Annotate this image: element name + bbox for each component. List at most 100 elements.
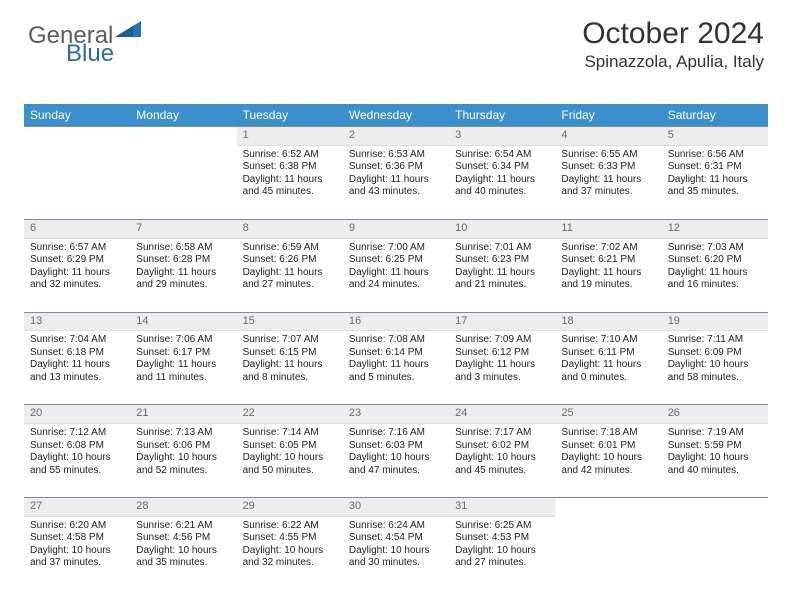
day-detail-cell: Sunrise: 7:13 AMSunset: 6:06 PMDaylight:… — [130, 424, 236, 498]
sunset-line: Sunset: 6:21 PM — [561, 254, 655, 267]
day-detail-cell: Sunrise: 6:54 AMSunset: 6:34 PMDaylight:… — [449, 145, 555, 219]
day-detail-cell: Sunrise: 6:59 AMSunset: 6:26 PMDaylight:… — [237, 238, 343, 312]
sunset-line: Sunset: 6:31 PM — [668, 161, 762, 174]
day-detail-cell: Sunrise: 7:19 AMSunset: 5:59 PMDaylight:… — [662, 424, 768, 498]
sunrise-line: Sunrise: 7:01 AM — [455, 242, 549, 255]
day-number-row: 13141516171819 — [24, 312, 768, 331]
day-detail-cell: Sunrise: 6:52 AMSunset: 6:38 PMDaylight:… — [237, 145, 343, 219]
sunset-line: Sunset: 4:56 PM — [136, 532, 230, 545]
daylight-line: Daylight: 11 hours — [349, 267, 443, 280]
day-number-cell: 10 — [449, 219, 555, 238]
daylight-line: Daylight: 11 hours — [243, 267, 337, 280]
sunset-line: Sunset: 6:06 PM — [136, 440, 230, 453]
day-number-cell: 13 — [24, 312, 130, 331]
day-detail-cell: Sunrise: 6:57 AMSunset: 6:29 PMDaylight:… — [24, 238, 130, 312]
day-number-row: 6789101112 — [24, 219, 768, 238]
day-number-cell: 23 — [343, 405, 449, 424]
daylight-line: Daylight: 10 hours — [455, 452, 549, 465]
day-detail-cell: Sunrise: 7:09 AMSunset: 6:12 PMDaylight:… — [449, 331, 555, 405]
daylight-line-2: and 37 minutes. — [561, 186, 655, 199]
day-detail-cell: Sunrise: 7:07 AMSunset: 6:15 PMDaylight:… — [237, 331, 343, 405]
daylight-line-2: and 40 minutes. — [668, 465, 762, 478]
day-detail-cell: Sunrise: 7:03 AMSunset: 6:20 PMDaylight:… — [662, 238, 768, 312]
logo-triangle-icon — [115, 21, 141, 37]
sunrise-line: Sunrise: 6:58 AM — [136, 242, 230, 255]
daylight-line: Daylight: 10 hours — [136, 452, 230, 465]
day-detail-cell: Sunrise: 7:18 AMSunset: 6:01 PMDaylight:… — [555, 424, 661, 498]
sunrise-line: Sunrise: 7:12 AM — [30, 427, 124, 440]
sunrise-line: Sunrise: 6:25 AM — [455, 520, 549, 533]
sunrise-line: Sunrise: 7:11 AM — [668, 334, 762, 347]
day-number-row: 12345 — [24, 127, 768, 146]
daylight-line-2: and 24 minutes. — [349, 279, 443, 292]
daylight-line-2: and 32 minutes. — [30, 279, 124, 292]
sunset-line: Sunset: 6:33 PM — [561, 161, 655, 174]
sunset-line: Sunset: 4:58 PM — [30, 532, 124, 545]
day-number-row: 2728293031 — [24, 498, 768, 517]
daylight-line: Daylight: 11 hours — [349, 359, 443, 372]
day-detail-cell: Sunrise: 7:04 AMSunset: 6:18 PMDaylight:… — [24, 331, 130, 405]
day-detail-cell: Sunrise: 6:55 AMSunset: 6:33 PMDaylight:… — [555, 145, 661, 219]
daylight-line: Daylight: 11 hours — [668, 267, 762, 280]
daylight-line-2: and 55 minutes. — [30, 465, 124, 478]
sunrise-line: Sunrise: 7:07 AM — [243, 334, 337, 347]
sunset-line: Sunset: 6:12 PM — [455, 347, 549, 360]
sunrise-line: Sunrise: 7:03 AM — [668, 242, 762, 255]
day-number-cell — [24, 127, 130, 146]
day-detail-cell — [24, 145, 130, 219]
daylight-line-2: and 45 minutes. — [455, 465, 549, 478]
day-detail-cell: Sunrise: 7:00 AMSunset: 6:25 PMDaylight:… — [343, 238, 449, 312]
day-number-cell: 14 — [130, 312, 236, 331]
calendar-table: Sunday Monday Tuesday Wednesday Thursday… — [24, 104, 768, 590]
sunset-line: Sunset: 6:28 PM — [136, 254, 230, 267]
day-number-cell: 30 — [343, 498, 449, 517]
daylight-line: Daylight: 10 hours — [136, 545, 230, 558]
day-detail-row: Sunrise: 6:20 AMSunset: 4:58 PMDaylight:… — [24, 516, 768, 590]
sunset-line: Sunset: 6:17 PM — [136, 347, 230, 360]
sunrise-line: Sunrise: 7:09 AM — [455, 334, 549, 347]
sunrise-line: Sunrise: 6:52 AM — [243, 149, 337, 162]
sunrise-line: Sunrise: 7:17 AM — [455, 427, 549, 440]
day-number-cell: 27 — [24, 498, 130, 517]
daylight-line: Daylight: 11 hours — [136, 267, 230, 280]
day-detail-cell: Sunrise: 6:21 AMSunset: 4:56 PMDaylight:… — [130, 516, 236, 590]
day-number-cell: 4 — [555, 127, 661, 146]
day-number-cell: 29 — [237, 498, 343, 517]
sunrise-line: Sunrise: 6:53 AM — [349, 149, 443, 162]
sunrise-line: Sunrise: 7:00 AM — [349, 242, 443, 255]
sunrise-line: Sunrise: 6:57 AM — [30, 242, 124, 255]
weekday-header: Monday — [130, 104, 236, 127]
daylight-line-2: and 50 minutes. — [243, 465, 337, 478]
daylight-line-2: and 27 minutes. — [243, 279, 337, 292]
daylight-line-2: and 35 minutes. — [668, 186, 762, 199]
sunset-line: Sunset: 6:02 PM — [455, 440, 549, 453]
weekday-header-row: Sunday Monday Tuesday Wednesday Thursday… — [24, 104, 768, 127]
day-number-cell: 15 — [237, 312, 343, 331]
sunrise-line: Sunrise: 7:18 AM — [561, 427, 655, 440]
day-number-cell: 1 — [237, 127, 343, 146]
day-detail-cell: Sunrise: 7:11 AMSunset: 6:09 PMDaylight:… — [662, 331, 768, 405]
day-detail-cell — [662, 516, 768, 590]
daylight-line-2: and 30 minutes. — [349, 557, 443, 570]
sunrise-line: Sunrise: 7:06 AM — [136, 334, 230, 347]
daylight-line: Daylight: 11 hours — [455, 267, 549, 280]
sunset-line: Sunset: 6:03 PM — [349, 440, 443, 453]
day-detail-cell: Sunrise: 6:53 AMSunset: 6:36 PMDaylight:… — [343, 145, 449, 219]
sunset-line: Sunset: 4:55 PM — [243, 532, 337, 545]
daylight-line-2: and 29 minutes. — [136, 279, 230, 292]
day-number-cell: 19 — [662, 312, 768, 331]
day-number-row: 20212223242526 — [24, 405, 768, 424]
daylight-line-2: and 47 minutes. — [349, 465, 443, 478]
daylight-line: Daylight: 10 hours — [349, 545, 443, 558]
daylight-line-2: and 16 minutes. — [668, 279, 762, 292]
daylight-line-2: and 45 minutes. — [243, 186, 337, 199]
calendar-body: 12345Sunrise: 6:52 AMSunset: 6:38 PMDayl… — [24, 127, 768, 590]
day-detail-cell: Sunrise: 7:01 AMSunset: 6:23 PMDaylight:… — [449, 238, 555, 312]
daylight-line: Daylight: 11 hours — [243, 174, 337, 187]
sunset-line: Sunset: 6:29 PM — [30, 254, 124, 267]
daylight-line-2: and 0 minutes. — [561, 372, 655, 385]
sunset-line: Sunset: 6:14 PM — [349, 347, 443, 360]
sunrise-line: Sunrise: 7:08 AM — [349, 334, 443, 347]
sunset-line: Sunset: 6:23 PM — [455, 254, 549, 267]
daylight-line-2: and 40 minutes. — [455, 186, 549, 199]
